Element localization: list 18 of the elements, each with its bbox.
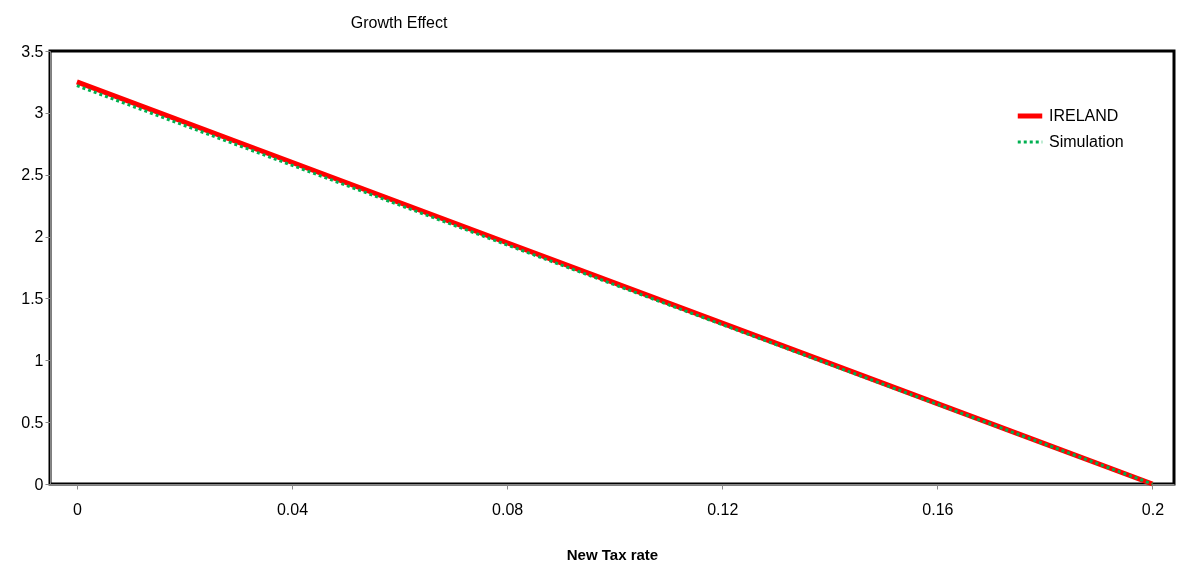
x-tick-label: 0.2 xyxy=(1141,500,1165,518)
x-tick-label: 0.12 xyxy=(707,500,739,518)
y-tick-label: 3 xyxy=(34,104,44,122)
x-tick-label: 0.16 xyxy=(922,500,954,518)
x-axis-title: New Tax rate xyxy=(566,545,659,563)
x-tick-label: 0 xyxy=(72,500,82,518)
x-tick-label: 0.04 xyxy=(276,500,309,518)
y-tick-label: 1.5 xyxy=(21,289,44,307)
y-tick-label: 2 xyxy=(34,228,44,246)
y-tick-label: 0 xyxy=(34,475,44,493)
y-tick-label: 3.5 xyxy=(21,42,44,60)
chart-title: Growth Effect xyxy=(350,14,448,31)
y-tick-label: 0.5 xyxy=(21,413,44,431)
legend-label: IRELAND xyxy=(1049,107,1119,124)
x-tick-label: 0.08 xyxy=(492,500,524,518)
y-tick-label: 1 xyxy=(34,351,44,369)
legend-label: Simulation xyxy=(1049,133,1124,150)
y-tick-label: 2.5 xyxy=(21,166,44,184)
